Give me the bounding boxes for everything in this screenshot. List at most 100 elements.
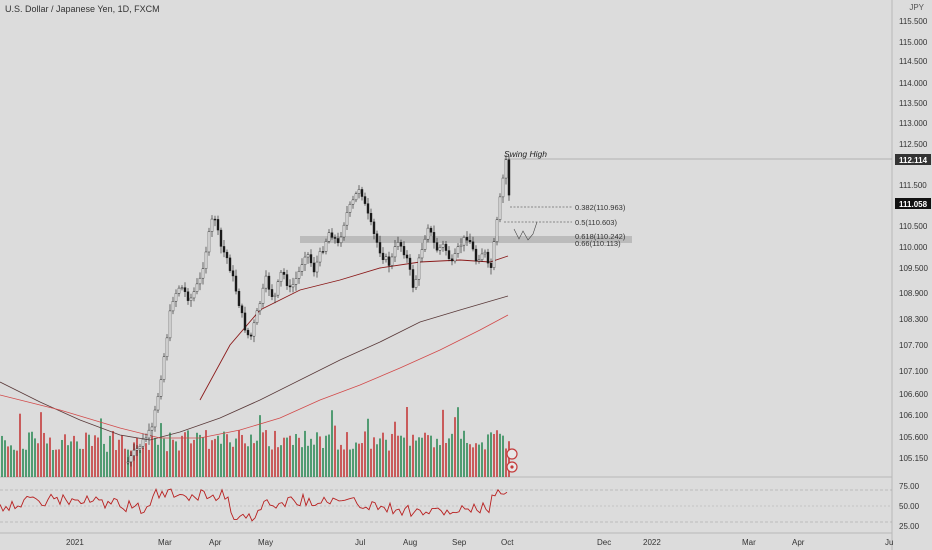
currency-label: JPY [909,3,924,12]
volume-bar [151,436,153,477]
event-markers[interactable] [506,448,518,473]
candle-body [486,251,490,264]
volume-bar [496,430,498,477]
rsi-tick: 25.00 [899,522,920,531]
volume-bar [394,421,396,477]
volume-bar [184,432,186,477]
candle-body [381,252,385,261]
volume-bar [295,434,297,477]
candle-body [354,193,358,201]
candle-body [222,246,226,253]
volume-bar [502,435,504,477]
candle-body [342,224,346,238]
candle-body [189,297,193,301]
volume-bar [472,447,474,477]
volume-bar [376,444,378,477]
volume-bar [49,437,51,477]
candle-body [384,256,388,261]
volume-bar [16,450,18,477]
price-tick: 111.500 [899,181,927,190]
volume-bar [442,409,444,477]
candle-body [399,242,403,247]
volume-bar [373,437,375,477]
volume-bar [61,439,63,477]
candle-body [498,196,502,220]
candle-body [249,334,253,337]
volume-bar [319,436,321,477]
volume-bar [22,448,24,477]
volume-bar [289,435,291,477]
candle-body [447,250,451,259]
symbol-title[interactable]: U.S. Dollar / Japanese Yen, 1D, FXCM [5,4,160,14]
volume-bar [430,435,432,477]
candle-body [489,262,493,268]
volume-bar [379,438,381,477]
candle-body [150,426,154,431]
candle-body [264,275,268,289]
time-tick: Sep [452,538,467,547]
candle-body [417,257,421,280]
price-axis[interactable]: 115.500 115.000 114.500 114.000 113.500 … [899,17,928,463]
volume-bar [487,434,489,477]
candle-body [495,219,499,242]
volume-bar [307,445,309,477]
candle-body [453,253,457,262]
volume-bar [163,438,165,477]
volume-bar [463,430,465,477]
candle-body [459,244,463,247]
event-icon[interactable] [506,448,518,460]
volume-bar [427,435,429,477]
candle-body [126,461,130,464]
event-icon-dot [510,465,514,469]
fib-0618-label: 0.618(110.242) [575,232,626,241]
volume-bar [328,434,330,477]
candle-body [438,247,442,251]
candle-body [324,241,328,252]
volume-bar [367,418,369,477]
volume-bar [481,442,483,477]
volume-bar [301,447,303,477]
volume-bar [445,443,447,477]
time-tick: Mar [158,538,172,547]
candle-body [423,238,427,250]
candle-body [420,249,424,259]
candle-body [387,256,391,266]
volume-bar [109,435,111,477]
rsi-tick: 75.00 [899,482,920,491]
volume-bar [352,448,354,477]
price-tick: 105.150 [899,454,928,463]
candle-body [474,248,478,262]
ma-100 [0,314,509,439]
volume-bar [280,445,282,477]
volume-bar [190,443,192,477]
volume-bar [298,437,300,477]
candle-body [192,291,196,299]
volume-bar [256,440,258,477]
volume-bar [10,445,12,477]
volume-bar [187,430,189,477]
fib-05-label: 0.5(110.603) [575,218,617,227]
candle-body [219,229,223,247]
volume-bar [466,442,468,477]
time-tick: Mar [742,538,756,547]
volume-bar [283,437,285,477]
candle-body [198,277,202,285]
candle-body [312,262,316,273]
time-axis[interactable]: 2021 Mar Apr May Jul Aug Sep Oct Dec 202… [66,538,893,547]
price-tick: 114.500 [899,57,928,66]
volume-bar [346,432,348,477]
price-tick: 108.300 [899,315,928,324]
candle-body [177,287,181,294]
volume-bar [478,444,480,477]
volume-bar [178,450,180,477]
candle-body [372,221,376,234]
candle-body [300,264,304,272]
price-tick: 106.100 [899,411,928,420]
volume-bar [265,430,267,477]
volume-bar [415,440,417,477]
candle-body [477,259,481,262]
volume-bar [43,432,45,477]
candle-body [429,227,433,233]
candlesticks [126,155,511,467]
